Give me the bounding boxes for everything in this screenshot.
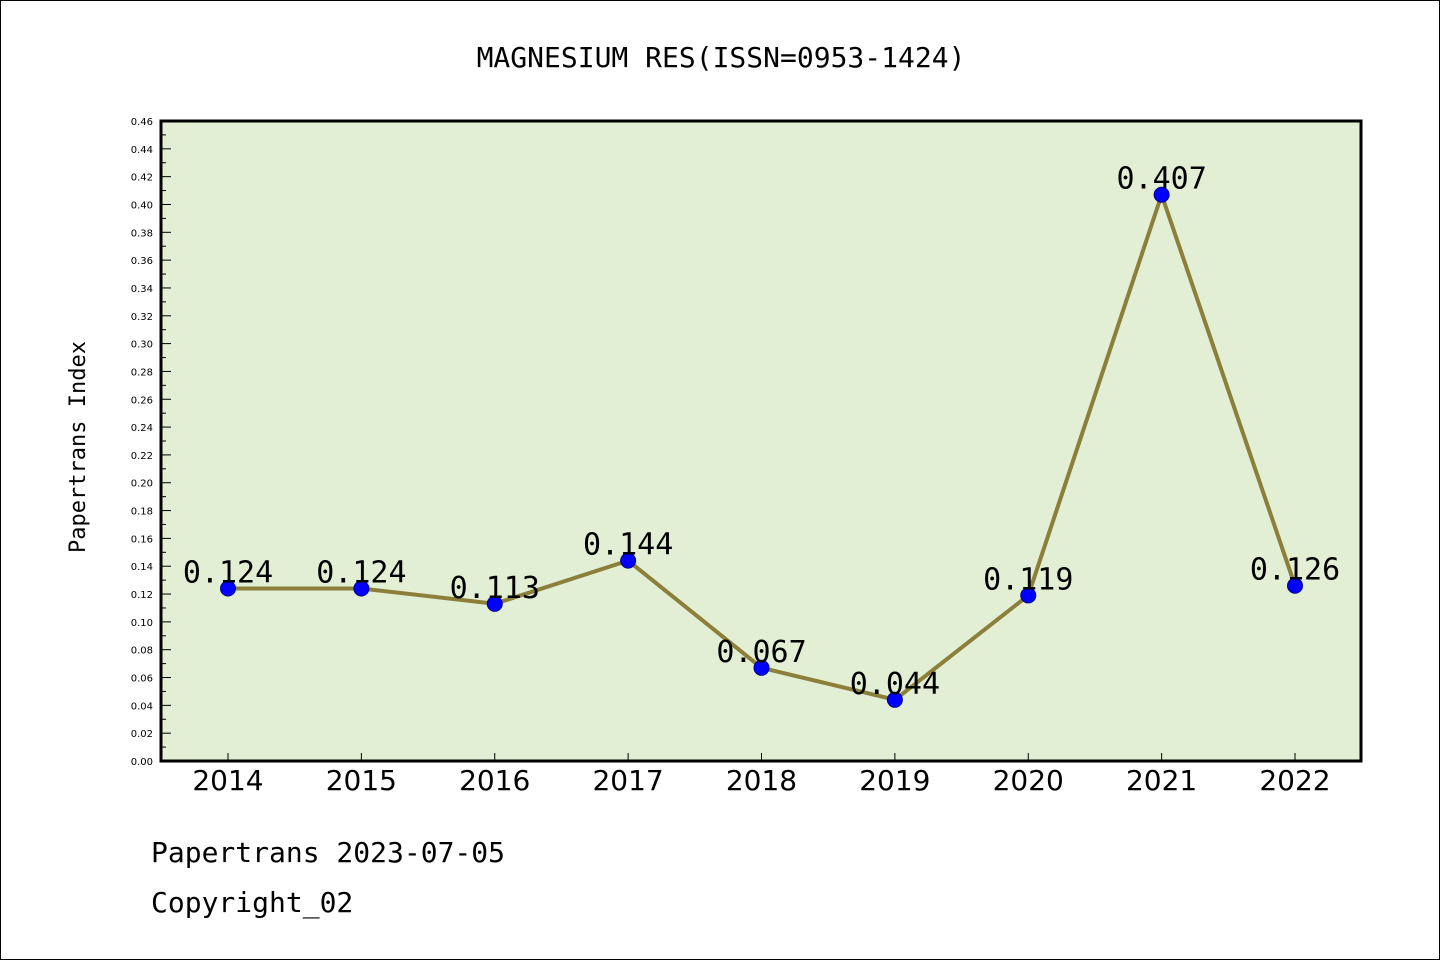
y-tick-label: 0.34 <box>131 284 153 295</box>
x-tick-label: 2020 <box>993 764 1064 797</box>
y-tick-label: 0.40 <box>131 200 153 211</box>
y-tick-label: 0.12 <box>131 590 153 601</box>
data-label: 0.124 <box>316 555 406 590</box>
footer-copyright-line: Copyright_02 <box>151 886 354 919</box>
y-tick-label: 0.44 <box>131 145 153 156</box>
y-tick-label: 0.16 <box>131 534 153 545</box>
data-label: 0.119 <box>983 562 1073 597</box>
y-tick-label: 0.38 <box>131 228 153 239</box>
y-tick-label: 0.32 <box>131 312 153 323</box>
y-tick-label: 0.24 <box>131 423 153 434</box>
y-tick-label: 0.04 <box>131 701 153 712</box>
x-tick-label: 2021 <box>1126 764 1197 797</box>
data-point <box>1020 587 1037 604</box>
x-tick-label: 2016 <box>459 764 530 797</box>
y-tick-label: 0.18 <box>131 507 153 518</box>
x-axis-ticks: 2014 2015 2016 2017 2018 2019 2020 2021 2022 <box>192 753 1331 797</box>
data-point <box>220 580 236 597</box>
y-tick-label: 0.00 <box>131 757 153 768</box>
data-point <box>753 659 770 676</box>
y-tick-label: 0.08 <box>131 646 153 657</box>
data-point <box>620 552 637 569</box>
y-axis-ticks: 0.00 0.02 0.04 0.06 0.08 0.10 0.12 0.14 0.16 0.18… <box>131 117 171 768</box>
x-tick-label: 2015 <box>326 764 397 797</box>
data-point <box>1153 186 1170 203</box>
y-tick-label: 0.20 <box>131 479 153 490</box>
data-label: 0.126 <box>1250 553 1340 588</box>
y-tick-label: 0.36 <box>131 256 153 267</box>
y-tick-label: 0.42 <box>131 173 153 184</box>
x-tick-label: 2019 <box>859 764 930 797</box>
y-tick-label: 0.28 <box>131 367 153 378</box>
data-point <box>353 580 370 597</box>
y-tick-label: 0.02 <box>131 729 153 740</box>
data-label: 0.144 <box>583 528 673 563</box>
y-tick-label: 0.46 <box>131 117 153 128</box>
plot-frame <box>159 119 1363 763</box>
y-tick-label: 0.10 <box>131 618 153 629</box>
data-point <box>1287 577 1303 594</box>
data-label: 0.124 <box>183 555 273 590</box>
data-label: 0.407 <box>1116 162 1206 197</box>
data-point <box>886 691 903 708</box>
data-markers <box>220 186 1303 708</box>
x-tick-label: 2018 <box>726 764 797 797</box>
footer-date-line: Papertrans 2023-07-05 <box>151 836 506 869</box>
x-tick-label: 2022 <box>1259 764 1330 797</box>
data-label: 0.067 <box>716 635 806 670</box>
data-label: 0.044 <box>850 667 940 702</box>
y-tick-label: 0.26 <box>131 395 153 406</box>
data-point <box>486 595 503 612</box>
y-tick-label: 0.30 <box>131 340 153 351</box>
data-label: 0.113 <box>450 571 540 606</box>
x-tick-label: 2014 <box>192 764 263 797</box>
plot-area <box>161 121 1361 761</box>
chart-title: MAGNESIUM RES(ISSN=0953-1424) <box>477 41 966 74</box>
data-labels: 0.124 0.124 0.113 0.144 0.067 0.044 0.119 0.407… <box>183 162 1340 702</box>
y-axis-label: Papertrans Index <box>66 341 91 553</box>
x-tick-label: 2017 <box>592 764 663 797</box>
y-tick-label: 0.14 <box>131 562 153 573</box>
y-tick-label: 0.22 <box>131 451 153 462</box>
y-tick-label: 0.06 <box>131 674 153 685</box>
